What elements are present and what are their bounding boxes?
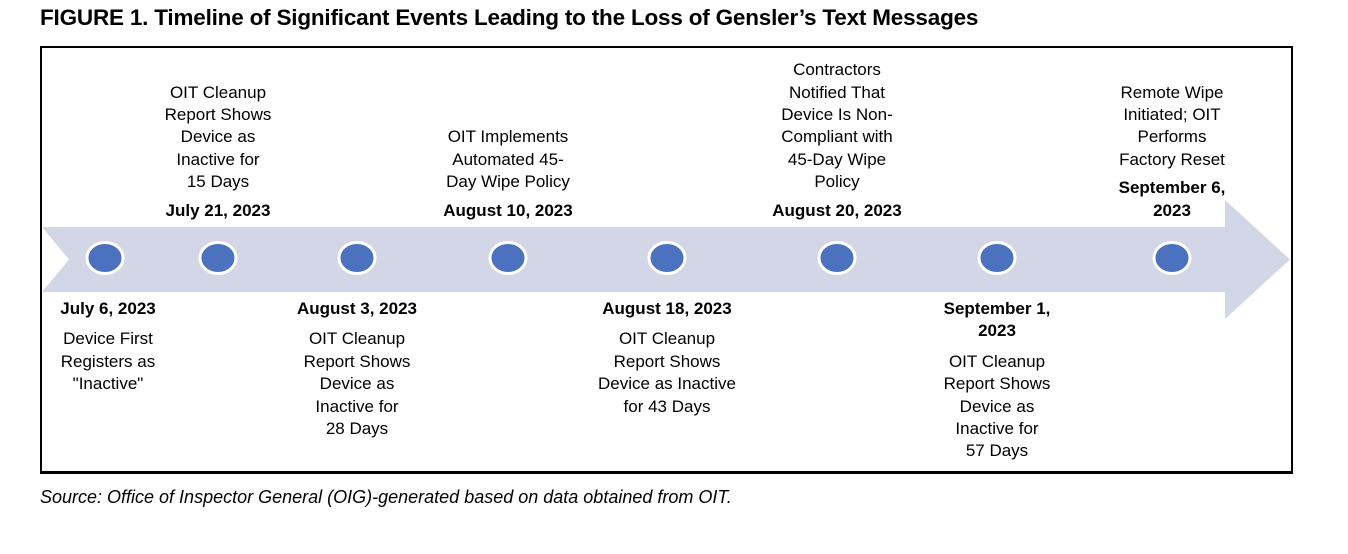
timeline-marker — [647, 241, 687, 275]
figure-title: FIGURE 1. Timeline of Significant Events… — [40, 5, 979, 30]
timeline-marker — [817, 241, 857, 275]
arrow-tail-notch — [42, 227, 69, 292]
timeline-event-label: OIT Implements Automated 45- Day Wipe Po… — [423, 126, 593, 222]
event-description: OIT Implements Automated 45- Day Wipe Po… — [446, 127, 570, 192]
timeline-event-label: Remote Wipe Initiated; OIT Performs Fact… — [1097, 82, 1247, 222]
timeline-marker — [1152, 241, 1192, 275]
timeline-marker — [488, 241, 528, 275]
timeline-figure-box: July 6, 2023 Device First Registers as "I… — [40, 46, 1293, 474]
event-date: September 6, 2023 — [1118, 178, 1226, 220]
event-date: August 20, 2023 — [772, 200, 902, 220]
event-description: Contractors Notified That Device Is Non-… — [781, 60, 893, 192]
event-description: OIT Cleanup Report Shows Device as Inact… — [943, 351, 1051, 461]
timeline-event-label: August 3, 2023 OIT Cleanup Report Shows D… — [277, 298, 437, 440]
event-date: August 10, 2023 — [443, 200, 573, 220]
event-date: July 6, 2023 — [60, 299, 156, 318]
source-note: Source: Office of Inspector General (OIG… — [40, 487, 732, 507]
timeline-event-label: July 6, 2023 Device First Registers as "I… — [42, 298, 174, 396]
event-description: OIT Cleanup Report Shows Device as Inact… — [164, 82, 272, 192]
timeline-arrow — [42, 200, 1290, 319]
timeline-marker — [85, 241, 125, 275]
event-date: August 3, 2023 — [297, 299, 417, 318]
arrow-shaft — [42, 227, 1227, 292]
event-date: July 21, 2023 — [165, 200, 271, 220]
event-description: Remote Wipe Initiated; OIT Performs Fact… — [1119, 82, 1225, 169]
event-description: OIT Cleanup Report Shows Device as Inact… — [598, 329, 736, 416]
arrow-head-icon — [1225, 200, 1290, 319]
timeline-event-label: OIT Cleanup Report Shows Device as Inact… — [143, 82, 293, 222]
timeline-event-label: August 18, 2023 OIT Cleanup Report Shows … — [576, 298, 758, 418]
timeline-marker — [337, 241, 377, 275]
timeline-event-label: Contractors Notified That Device Is Non-… — [752, 59, 922, 222]
timeline-markers — [85, 241, 1192, 275]
event-description: Device First Registers as "Inactive" — [60, 329, 156, 394]
event-date: August 18, 2023 — [602, 299, 732, 318]
event-date: September 1, 2023 — [943, 299, 1051, 341]
timeline-marker — [198, 241, 238, 275]
timeline-event-label: September 1, 2023 OIT Cleanup Report Show… — [922, 298, 1072, 463]
timeline-marker — [977, 241, 1017, 275]
event-description: OIT Cleanup Report Shows Device as Inact… — [303, 329, 411, 439]
